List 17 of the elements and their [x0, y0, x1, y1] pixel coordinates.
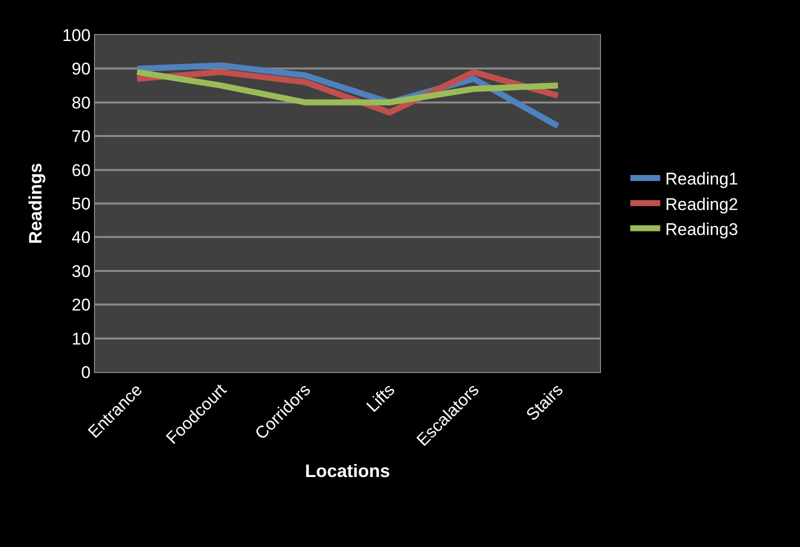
- y-axis-title: Readings: [25, 162, 46, 244]
- y-tick-label: 0: [81, 362, 91, 382]
- legend-label: Reading3: [665, 220, 738, 239]
- legend-label: Reading2: [665, 194, 738, 214]
- y-tick-label: 90: [72, 60, 91, 79]
- y-tick-label: 40: [72, 228, 91, 248]
- y-tick-label: 30: [72, 262, 91, 281]
- x-axis-title: Locations: [304, 460, 390, 481]
- x-tick-label: Lifts: [362, 380, 398, 416]
- y-tick-label: 80: [72, 93, 91, 112]
- y-tick-label: 50: [72, 194, 91, 214]
- y-tick-label: 100: [62, 26, 91, 45]
- y-tick-label: 60: [72, 160, 91, 180]
- legend-label: Reading1: [665, 170, 738, 189]
- y-tick-label: 70: [72, 127, 91, 146]
- y-tick-label: 20: [72, 296, 91, 315]
- y-tick-label: 10: [72, 329, 91, 348]
